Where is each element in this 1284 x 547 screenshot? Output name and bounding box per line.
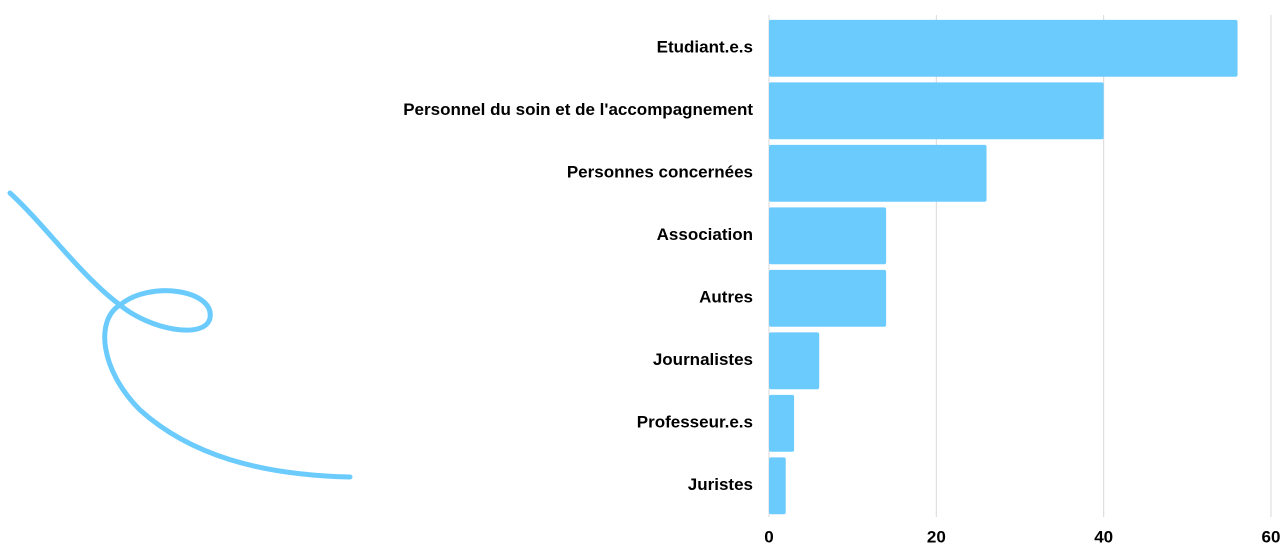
x-tick-label: 0: [764, 527, 773, 546]
bar: [769, 457, 786, 515]
x-tick-label: 40: [1094, 527, 1113, 546]
y-tick-label: Professeur.e.s: [637, 413, 753, 432]
y-tick-label: Personnel du soin et de l'accompagnement: [403, 100, 753, 119]
x-tick-label: 60: [1262, 527, 1281, 546]
y-tick-label: Personnes concernées: [567, 163, 753, 182]
bar: [769, 144, 987, 202]
y-tick-label: Journalistes: [653, 350, 753, 369]
bar: [769, 394, 795, 452]
bar: [769, 332, 820, 390]
y-tick-label: Juristes: [688, 475, 753, 494]
y-tick-label: Etudiant.e.s: [657, 38, 753, 57]
x-tick-label: 20: [927, 527, 946, 546]
bar: [769, 269, 887, 327]
y-tick-label: Association: [657, 225, 753, 244]
y-tick-label: Autres: [699, 288, 753, 307]
bar: [769, 207, 887, 265]
bar: [769, 19, 1238, 77]
bar: [769, 82, 1104, 140]
decorative-swirl: [7, 190, 353, 480]
